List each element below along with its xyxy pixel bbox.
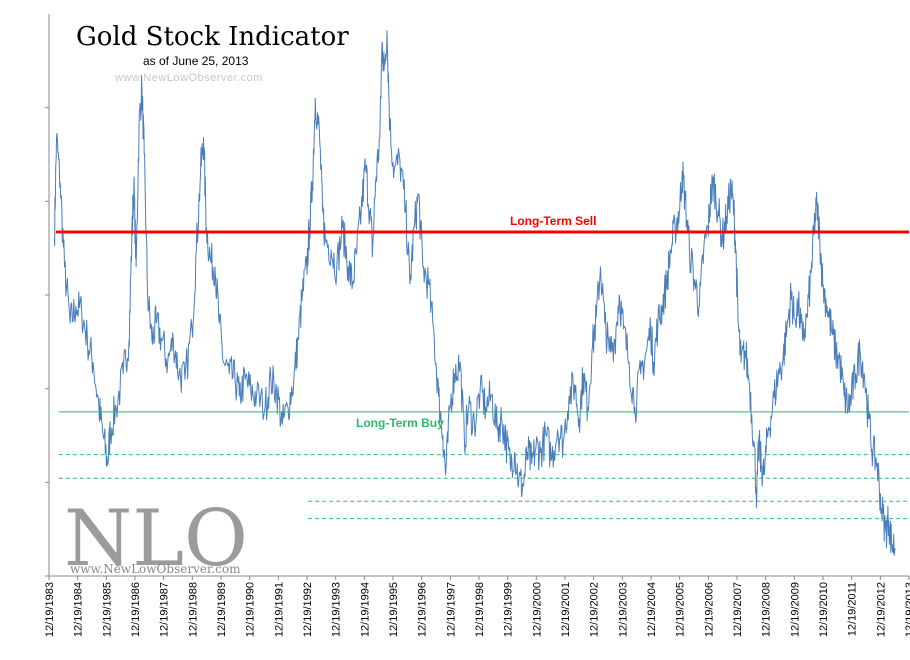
watermark-url: www.NewLowObserver.com (114, 72, 263, 84)
chart-subtitle: as of June 25, 2013 (143, 54, 249, 68)
x-tick-label: 12/19/2013 (904, 582, 910, 637)
x-tick-label: 12/19/2009 (789, 582, 801, 637)
x-tick-label: 12/19/1995 (388, 582, 400, 637)
long-term-sell-label: Long-Term Sell (510, 214, 596, 228)
x-tick-label: 12/19/1992 (302, 582, 314, 637)
x-tick-label: 12/19/1996 (417, 582, 429, 637)
x-tick-label: 12/19/1986 (130, 582, 142, 637)
x-tick-label: 12/19/2004 (646, 582, 658, 637)
series-layer (53, 30, 896, 556)
logo-text: NLO (64, 494, 248, 584)
x-tick-label: 12/19/1997 (445, 582, 457, 637)
x-tick-label: 12/19/1989 (216, 582, 228, 637)
x-tick-label: 12/19/1998 (474, 582, 486, 637)
y-ticks (45, 107, 49, 577)
long-term-buy-label: Long-Term Buy (356, 416, 444, 430)
x-tick-label: 12/19/2002 (589, 582, 601, 637)
x-tick-label: 12/19/1994 (359, 582, 371, 637)
logo-url: www.NewLowObserver.com (70, 562, 241, 576)
x-tick-label: 12/19/1987 (159, 582, 171, 637)
x-tick-label: 12/19/2011 (847, 582, 859, 636)
support-lines (58, 454, 909, 520)
x-tick-label: 12/19/1984 (73, 582, 85, 637)
x-tick-label: 12/19/1988 (187, 582, 199, 637)
x-tick-label: 12/19/2008 (761, 582, 773, 637)
nlo-logo: NLO www.NewLowObserver.com (64, 494, 248, 584)
x-tick-label: 12/19/1983 (44, 582, 56, 637)
x-tick-label: 12/19/2003 (617, 582, 629, 637)
x-tick-label: 12/19/1985 (101, 582, 113, 637)
chart-title: Gold Stock Indicator (76, 22, 349, 52)
x-tick-label: 12/19/1999 (503, 582, 515, 637)
x-tick-label: 12/19/2006 (703, 582, 715, 637)
annotation-lines: Long-Term Sell Long-Term Buy (55, 214, 909, 430)
x-tick-label: 12/19/2012 (875, 582, 887, 637)
x-tick-label: 12/19/1993 (331, 582, 343, 637)
x-tick-label: 12/19/2000 (531, 582, 543, 637)
x-tick-label: 12/19/2010 (818, 582, 830, 637)
axes (48, 14, 909, 577)
x-tick-label: 12/19/1990 (245, 582, 257, 637)
x-tick-label: 12/19/2001 (560, 582, 572, 637)
x-tick-label: 12/19/2007 (732, 582, 744, 637)
x-tick-label: 12/19/2005 (675, 582, 687, 637)
series-line-gold-stock-indicator (53, 30, 896, 556)
x-ticks: 12/19/1983 12/19/1984 12/19/1985 12/19/1986… (44, 576, 910, 637)
x-tick-label: 12/19/1991 (273, 582, 285, 637)
